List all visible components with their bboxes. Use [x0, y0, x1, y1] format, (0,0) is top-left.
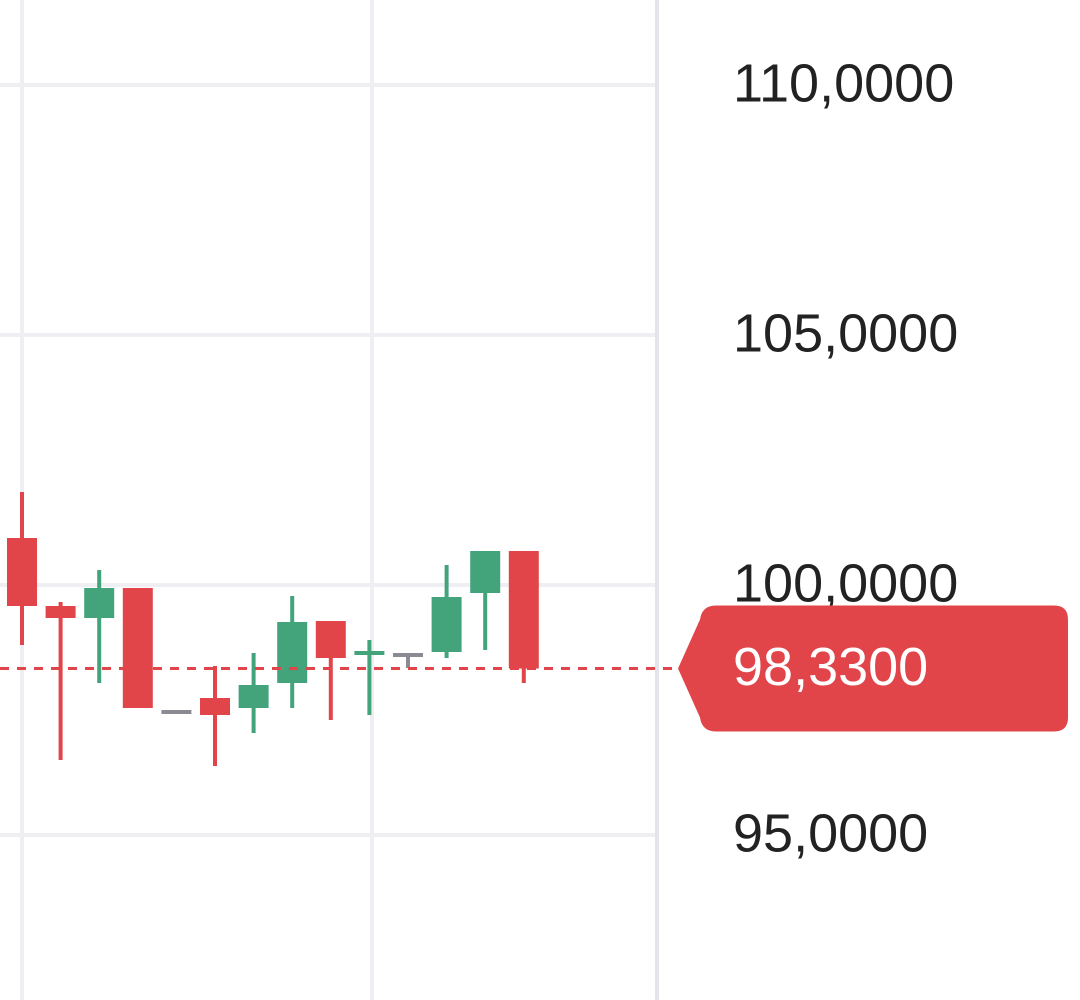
y-tick-label: 95,0000 — [733, 803, 928, 863]
candle-body — [238, 685, 269, 708]
candle-body — [84, 588, 115, 618]
candle-body — [277, 622, 308, 683]
candle-body — [7, 538, 37, 606]
candle-body — [508, 551, 539, 669]
candle-body — [161, 710, 192, 714]
price-tag — [678, 605, 1068, 732]
candle-body — [315, 621, 346, 658]
candle-body — [393, 653, 423, 657]
candle-body — [354, 651, 385, 655]
candle-body — [122, 588, 153, 708]
price-label: 98,3300 — [733, 637, 928, 697]
y-tick-label: 100,0000 — [733, 553, 958, 613]
candle-body — [431, 597, 462, 652]
candle-body — [470, 551, 501, 593]
candle-body — [45, 606, 76, 618]
y-tick-label: 110,0000 — [733, 53, 954, 113]
y-tick-label: 105,0000 — [733, 303, 958, 363]
candle-body — [200, 698, 230, 715]
